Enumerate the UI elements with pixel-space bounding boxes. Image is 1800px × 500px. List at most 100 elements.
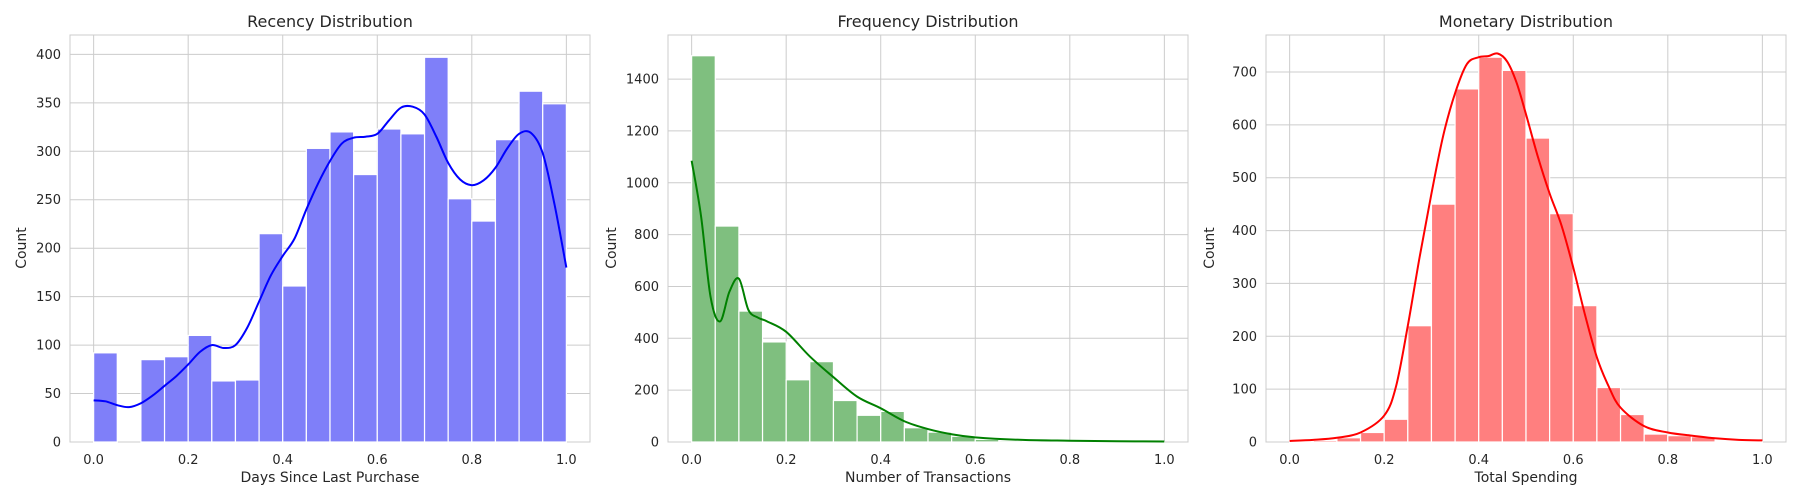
monetary-bar xyxy=(1430,203,1456,443)
frequency-x-tick-label: 0.6 xyxy=(965,453,986,468)
recency-y-tick-label: 50 xyxy=(44,387,61,402)
recency-title: Recency Distribution xyxy=(247,12,413,31)
frequency-bar xyxy=(738,310,764,443)
frequency-bar xyxy=(785,379,811,443)
recency-bar xyxy=(305,147,331,443)
frequency-x-tick-label: 1.0 xyxy=(1154,453,1175,468)
recency-bar xyxy=(93,352,118,443)
recency-bar xyxy=(376,128,402,443)
frequency-x-tick-label: 0.8 xyxy=(1059,453,1080,468)
monetary-kde-line xyxy=(1289,52,1763,442)
monetary-bar xyxy=(1501,69,1527,443)
frequency-y-tick-label: 800 xyxy=(634,228,659,243)
recency-bar xyxy=(163,356,189,443)
recency-bar xyxy=(282,285,307,443)
frequency-y-tick-label: 0 xyxy=(651,436,659,451)
recency-panel: Recency Distribution Days Since Last Pur… xyxy=(14,12,420,486)
recency-y-tick-label: 350 xyxy=(36,96,61,111)
monetary-bar xyxy=(1336,437,1362,443)
frequency-bar xyxy=(903,427,929,443)
frequency-bar xyxy=(856,414,882,443)
frequency-x-tick-label: 0.2 xyxy=(776,453,797,468)
recency-bar xyxy=(542,103,567,443)
frequency-x-tick-label: 0.0 xyxy=(681,453,702,468)
recency-plot-area: 0.0 0.2 0.4 0.6 0.8 1.0 0 50 100 150 200 250 300 350 4… xyxy=(36,34,591,468)
monetary-ylabel: Count xyxy=(1202,227,1218,269)
frequency-y-tick-label: 1200 xyxy=(626,124,659,139)
monetary-bar xyxy=(1549,213,1574,443)
monetary-y-tick-label: 0 xyxy=(1249,436,1257,451)
recency-x-tick-label: 0.8 xyxy=(461,453,482,468)
monetary-bar xyxy=(1359,431,1385,443)
monetary-bar xyxy=(1572,305,1598,443)
recency-y-tick-label: 250 xyxy=(36,193,61,208)
recency-bar xyxy=(494,139,520,443)
frequency-y-tick-label: 400 xyxy=(634,332,659,347)
recency-bar xyxy=(329,131,355,443)
frequency-xlabel: Number of Transactions xyxy=(845,470,1011,486)
monetary-y-tick-label: 700 xyxy=(1232,66,1257,81)
monetary-title: Monetary Distribution xyxy=(1439,12,1613,31)
monetary-x-tick-label: 0.8 xyxy=(1657,453,1678,468)
frequency-y-tick-label: 1000 xyxy=(626,176,659,191)
monetary-bar xyxy=(1596,386,1622,443)
monetary-x-tick-label: 1.0 xyxy=(1752,453,1773,468)
frequency-kde-line xyxy=(690,160,1165,443)
monetary-bar xyxy=(1407,325,1433,443)
monetary-y-tick-label: 600 xyxy=(1232,118,1257,133)
monetary-x-tick-label: 0.2 xyxy=(1374,453,1395,468)
monetary-xlabel: Total Spending xyxy=(1474,470,1578,486)
recency-x-tick-label: 1.0 xyxy=(556,453,577,468)
recency-bar xyxy=(400,133,426,443)
recency-y-tick-label: 0 xyxy=(53,436,61,451)
monetary-bar xyxy=(1643,433,1669,443)
monetary-panel: Monetary Distribution Total Spending Cou… xyxy=(1202,12,1613,486)
recency-y-tick-label: 100 xyxy=(36,339,61,354)
monetary-x-tick-label: 0.4 xyxy=(1468,453,1489,468)
recency-y-tick-label: 200 xyxy=(36,242,61,257)
frequency-bar xyxy=(974,438,1000,443)
frequency-plot-area: 0.0 0.2 0.4 0.6 0.8 1.0 0 200 400 600 800 1000 1200 1… xyxy=(626,34,1189,468)
recency-x-tick-label: 0.6 xyxy=(367,453,388,468)
recency-bar xyxy=(353,173,378,443)
monetary-bar xyxy=(1667,435,1693,443)
recency-ylabel: Count xyxy=(14,227,30,269)
frequency-bar xyxy=(714,225,740,443)
frequency-y-tick-label: 1400 xyxy=(626,73,659,88)
recency-bar xyxy=(471,220,497,443)
monetary-bar xyxy=(1478,56,1503,443)
recency-y-tick-label: 300 xyxy=(36,145,61,160)
recency-xlabel: Days Since Last Purchase xyxy=(241,470,420,486)
frequency-bar xyxy=(832,399,858,443)
monetary-bar xyxy=(1714,440,1740,443)
frequency-x-tick-label: 0.4 xyxy=(870,453,891,468)
monetary-x-tick-label: 0.6 xyxy=(1563,453,1584,468)
monetary-bar xyxy=(1454,88,1480,443)
frequency-bar xyxy=(998,440,1024,443)
monetary-y-tick-label: 200 xyxy=(1232,330,1257,345)
frequency-y-tick-label: 600 xyxy=(634,280,659,295)
frequency-bar xyxy=(761,341,787,443)
recency-bar xyxy=(258,233,284,443)
frequency-panel: Frequency Distribution Number of Transac… xyxy=(604,12,1019,486)
recency-x-tick-label: 0.2 xyxy=(178,453,199,468)
monetary-y-tick-label: 300 xyxy=(1232,277,1257,292)
recency-bar xyxy=(211,380,237,443)
recency-y-tick-label: 150 xyxy=(36,290,61,305)
recency-bar xyxy=(447,198,473,443)
frequency-title: Frequency Distribution xyxy=(837,12,1018,31)
recency-x-tick-label: 0.0 xyxy=(83,453,104,468)
recency-x-tick-label: 0.4 xyxy=(272,453,293,468)
monetary-plot-area: 0.0 0.2 0.4 0.6 0.8 1.0 0 100 200 300 400 500 600 700 xyxy=(1232,34,1787,468)
recency-kde-line xyxy=(93,104,568,409)
recency-y-tick-label: 400 xyxy=(36,48,61,63)
monetary-bar xyxy=(1738,440,1763,443)
monetary-bar xyxy=(1619,413,1645,443)
monetary-y-tick-label: 400 xyxy=(1232,224,1257,239)
monetary-x-tick-label: 0.0 xyxy=(1279,453,1300,468)
monetary-y-tick-label: 100 xyxy=(1232,383,1257,398)
monetary-bar xyxy=(1383,418,1409,443)
recency-bar xyxy=(234,379,260,443)
frequency-y-tick-label: 200 xyxy=(634,384,659,399)
